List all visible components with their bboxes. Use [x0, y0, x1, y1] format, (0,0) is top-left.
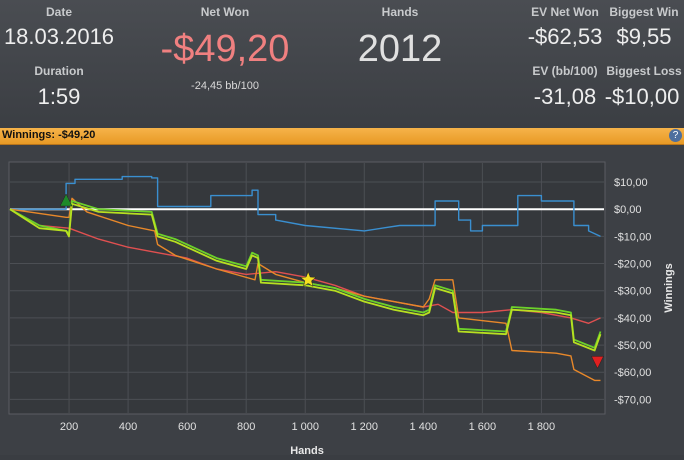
y-tick-label: -$70,00: [614, 394, 651, 406]
ev-bb-label: EV (bb/100): [532, 64, 598, 78]
help-icon[interactable]: ?: [669, 129, 682, 142]
x-tick-label: 600: [178, 421, 196, 433]
winnings-title: Winnings: -$49,20: [2, 129, 96, 141]
hands-value: 2012: [357, 28, 443, 70]
biggest-loss-value: -$10,00: [604, 84, 680, 109]
series-line: [9, 202, 602, 352]
x-tick-label: 400: [119, 421, 137, 433]
ev-net-won-value: -$62,53: [527, 24, 603, 49]
triangle-up-marker: [59, 193, 73, 207]
net-won-value: -$49,20: [160, 28, 290, 70]
biggest-loss-label: Biggest Loss: [606, 64, 682, 78]
x-tick-label: 1 200: [351, 421, 379, 433]
x-tick-label: 200: [60, 421, 78, 433]
winnings-title-bar: Winnings: -$49,20 ?: [0, 128, 684, 145]
y-tick-label: -$30,00: [614, 286, 651, 298]
date-value: 18.03.2016: [3, 24, 115, 49]
y-tick-label: -$60,00: [614, 367, 651, 379]
biggest-win-value: $9,55: [616, 24, 672, 49]
y-tick-label: -$10,00: [614, 231, 651, 243]
duration-value: 1:59: [37, 84, 81, 109]
y-tick-labels: $10,00 $0,00 -$10,00 -$20,00 -$30,00 -$40,00 -…: [614, 177, 651, 406]
x-axis-label: Hands: [290, 445, 324, 455]
y-tick-label: -$50,00: [614, 340, 651, 352]
triangle-down-marker: [591, 356, 604, 369]
x-tick-label: 800: [237, 421, 255, 433]
x-tick-labels: 200 400 600 800 1 000 1 200 1 400 1 600 1 800: [60, 421, 555, 433]
ev-bb-value: -31,08: [533, 84, 597, 109]
x-tick-label: 1 000: [291, 421, 319, 433]
winnings-chart: 200 400 600 800 1 000 1 200 1 400 1 600 1 800 $1…: [0, 145, 684, 457]
y-tick-label: -$20,00: [614, 259, 651, 271]
stats-panel: Date 18.03.2016 Duration 1:59 Net Won -$…: [0, 0, 684, 128]
biggest-win-label: Biggest Win: [609, 5, 679, 19]
net-won-bb: -24,45 bb/100: [191, 80, 259, 92]
y-tick-label: $0,00: [614, 204, 642, 216]
marker-group: [59, 193, 604, 369]
y-axis-label: Winnings: [663, 263, 675, 312]
series-line: [10, 175, 601, 238]
net-won-label: Net Won: [200, 5, 250, 19]
date-label: Date: [45, 5, 72, 19]
y-tick-label: $10,00: [614, 177, 648, 189]
plot-area: [8, 161, 606, 415]
x-tick-label: 1 800: [528, 421, 556, 433]
y-tick-label: -$40,00: [614, 313, 651, 325]
x-tick-label: 1 400: [410, 421, 438, 433]
chart-svg: 200 400 600 800 1 000 1 200 1 400 1 600 1 800 $1…: [8, 161, 675, 457]
x-tick-label: 1 600: [469, 421, 497, 433]
hands-label: Hands: [381, 5, 419, 19]
star-marker: [299, 271, 317, 287]
series-group: [9, 175, 602, 382]
duration-label: Duration: [34, 64, 84, 78]
series-line: [9, 200, 602, 349]
ev-net-won-label: EV Net Won: [531, 5, 599, 19]
